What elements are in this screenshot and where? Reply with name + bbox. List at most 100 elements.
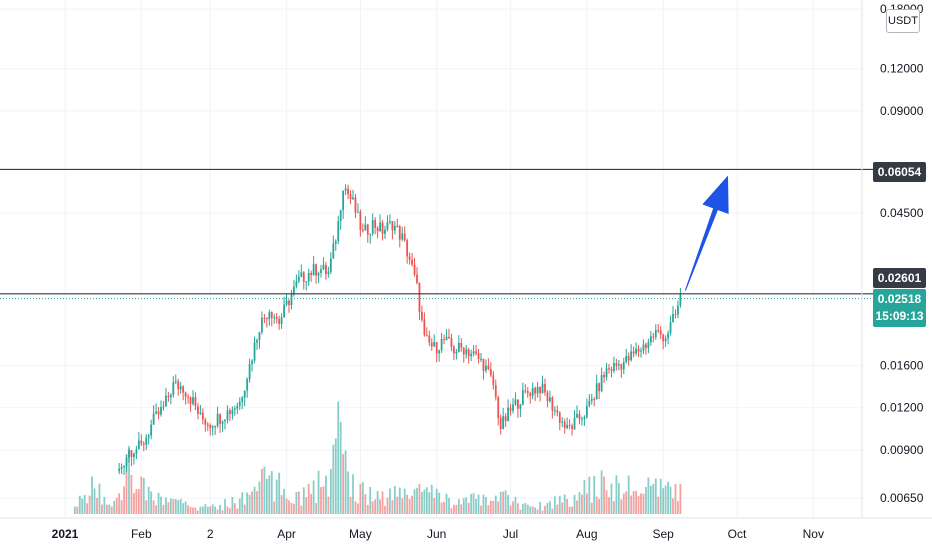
volume-bar [610,483,613,514]
candle-body [233,408,236,410]
volume-bar [453,504,455,514]
candle-body [679,294,682,306]
candle-body [460,342,463,348]
volume-bar [295,492,298,514]
candle-body [622,362,625,370]
candle-body [497,397,500,419]
volume-bar [182,503,185,514]
volume-bar [590,502,593,514]
volume-bar [344,450,347,514]
volume-bar [219,504,221,514]
candle-body [457,342,460,352]
candle-body [544,383,546,393]
volume-bar [211,504,214,514]
candle-body [450,338,453,347]
candle-body [499,418,502,430]
candle-body [327,271,330,274]
candle-body [403,233,406,241]
candle-body [128,450,130,458]
volume-bar [517,503,519,514]
volume-bar [384,506,386,514]
volume-bar [413,489,416,514]
volume-bar [337,401,340,514]
volume-bar [103,496,106,514]
candle-body [568,424,571,426]
currency-unit-badge[interactable]: USDT [886,9,920,33]
volume-bar [147,486,150,514]
candle-body [142,443,145,445]
candle-body [563,421,566,429]
candle-body [211,426,214,429]
volume-bar [194,507,197,514]
volume-bar [430,484,433,514]
volume-bar [130,475,133,514]
candle-body [147,435,150,438]
candle-body [320,269,322,273]
candle-body [265,318,268,320]
candle-body [625,356,628,363]
candle-body [448,336,450,339]
volume-bar [398,487,401,514]
candle-body [261,317,263,333]
candle-body [524,390,527,392]
candle-body [293,286,295,295]
candle-body [652,336,655,338]
volume-bar [88,495,91,514]
volume-bar [467,502,470,514]
candle-body [408,256,411,260]
volume-bar [160,496,162,514]
candle-body [189,397,192,404]
volume-bar [204,504,207,514]
volume-bar [165,497,167,514]
volume-bar [105,504,108,514]
volume-bar [477,494,480,514]
candle-body [492,375,495,386]
candle-body [617,364,620,366]
candle-body [489,369,492,376]
volume-bar [470,493,473,514]
volume-bar [448,498,450,514]
candle-body [339,210,342,222]
last-price-label: 0.02518 15:09:13 [873,289,926,327]
candle-body [413,264,416,275]
candle-body [118,468,121,472]
volume-bar [659,478,662,514]
candle-body [531,387,534,396]
candle-body [278,318,281,324]
candle-body [581,418,583,420]
volume-bar [396,496,399,514]
volume-bar [561,502,564,514]
candle-body [627,356,630,361]
volume-bar [76,506,79,514]
volume-bar [241,492,244,514]
up-arrow-icon[interactable] [684,175,729,291]
candle-body [556,410,559,413]
candle-body [585,405,588,418]
candle-body [123,466,125,468]
candle-body [334,241,337,244]
volume-bar [157,492,160,514]
candle-body [194,397,197,407]
volume-bar [169,498,172,514]
candle-body [649,336,652,343]
candle-body [221,421,224,424]
candle-body [192,397,194,404]
volume-bar [507,495,509,514]
volume-bar [583,480,586,514]
volume-bar [142,478,145,514]
resistance-price-label: 0.06054 [873,162,926,182]
arrow-annotation [684,175,729,291]
candle-body [615,363,618,366]
volume-bar [197,510,199,514]
candle-body [155,411,157,414]
volume-bar [393,485,396,514]
x-tick-label: 2 [207,527,214,541]
volume-bar [199,506,202,514]
candle-body [462,347,465,355]
y-tick-label: 0.12000 [880,62,924,76]
volume-bar [128,448,130,514]
volume-bar [243,504,246,514]
candle-body [494,385,497,398]
candle-body [253,342,256,361]
